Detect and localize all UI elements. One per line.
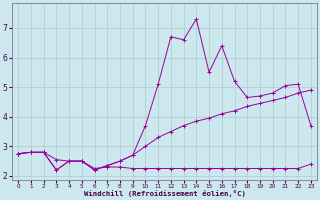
X-axis label: Windchill (Refroidissement éolien,°C): Windchill (Refroidissement éolien,°C) <box>84 190 245 197</box>
